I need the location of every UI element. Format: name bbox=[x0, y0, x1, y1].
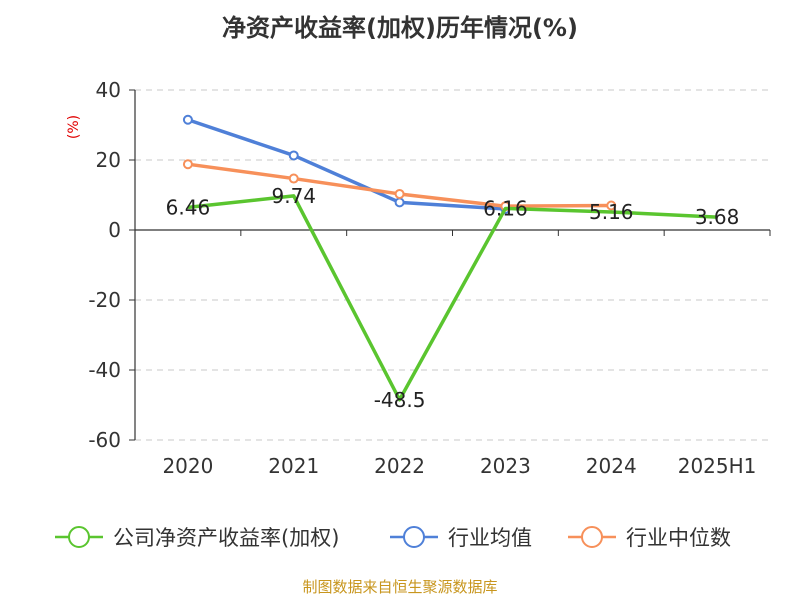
x-tick-label: 2022 bbox=[374, 454, 425, 478]
x-tick-label: 2023 bbox=[480, 454, 531, 478]
data-label: -48.5 bbox=[374, 388, 426, 412]
y-tick-label: -60 bbox=[88, 428, 121, 452]
chart-title: 净资产收益率(加权)历年情况(%) bbox=[222, 14, 578, 42]
x-tick-label: 2025H1 bbox=[678, 454, 757, 478]
y-axis-unit: (%) bbox=[66, 115, 82, 139]
series-point-2 bbox=[606, 200, 617, 211]
x-tick-label: 2024 bbox=[586, 454, 637, 478]
legend-marker bbox=[581, 526, 603, 548]
data-label: 9.74 bbox=[271, 184, 316, 208]
series-line-0 bbox=[187, 194, 718, 402]
y-tick-label: 40 bbox=[96, 78, 121, 102]
series-point-2 bbox=[288, 173, 299, 184]
legend-marker bbox=[68, 526, 90, 548]
y-tick-label: -20 bbox=[88, 288, 121, 312]
y-tick-label: 20 bbox=[96, 148, 121, 172]
series-point-1 bbox=[394, 197, 405, 208]
legend-label: 公司净资产收益率(加权) bbox=[113, 526, 339, 550]
data-label: 6.16 bbox=[483, 196, 528, 220]
series-point-2 bbox=[394, 188, 405, 199]
series-line-1 bbox=[187, 118, 506, 211]
legend-label: 行业均值 bbox=[448, 526, 532, 550]
x-tick-label: 2020 bbox=[162, 454, 213, 478]
data-label: 3.68 bbox=[695, 205, 740, 229]
series-point-1 bbox=[288, 150, 299, 161]
series-point-1 bbox=[182, 114, 193, 125]
y-tick-label: -40 bbox=[88, 358, 121, 382]
series-point-2 bbox=[182, 159, 193, 170]
data-label: 6.46 bbox=[166, 195, 211, 219]
legend-marker bbox=[403, 526, 425, 548]
y-tick-label: 0 bbox=[108, 218, 121, 242]
source-note: 制图数据来自恒生聚源数据库 bbox=[302, 578, 498, 596]
legend-label: 行业中位数 bbox=[626, 526, 731, 550]
x-tick-label: 2021 bbox=[268, 454, 319, 478]
data-label: 5.16 bbox=[589, 200, 634, 224]
